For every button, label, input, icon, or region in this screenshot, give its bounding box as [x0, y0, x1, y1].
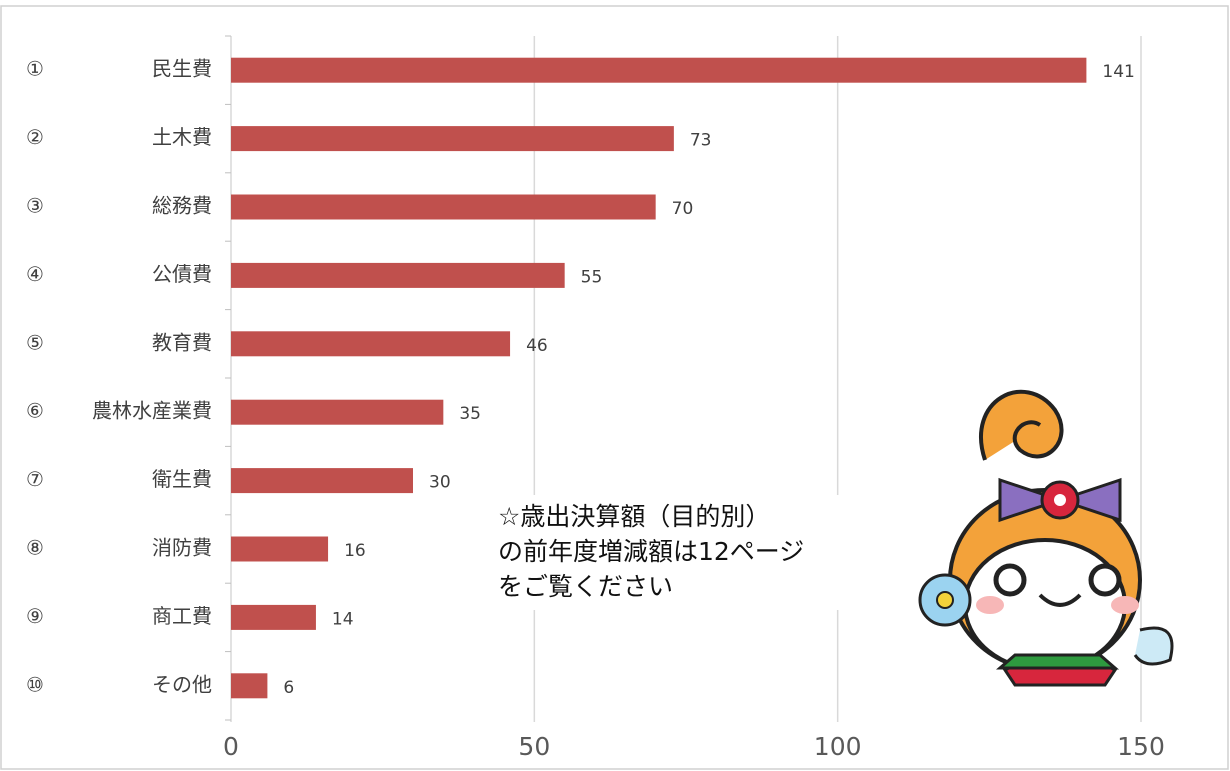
annotation-line: ☆歳出決算額（目的別） — [498, 502, 770, 531]
mascot-eye — [993, 563, 1027, 597]
rank-label: ⑩ — [26, 672, 44, 696]
data-label: 70 — [672, 199, 694, 219]
mascot-mouth — [1038, 593, 1082, 607]
annotation-line: をご覧ください — [498, 572, 673, 601]
y-tick-label: 商工費 — [152, 604, 212, 628]
bar — [231, 262, 565, 288]
y-tick-label: 衛生費 — [152, 467, 212, 491]
x-tick-label: 150 — [1117, 732, 1165, 761]
mascot-cheek — [1111, 596, 1139, 614]
y-tick-label: 土木費 — [152, 125, 212, 149]
bar — [231, 604, 316, 630]
data-label: 46 — [526, 336, 548, 356]
mascot-collar — [995, 653, 1120, 670]
y-tick-label: 農林水産業費 — [92, 399, 212, 423]
rank-label: ① — [26, 57, 44, 81]
bar — [231, 126, 674, 152]
data-label: 35 — [459, 404, 481, 424]
mascot-held-flower-center — [936, 591, 954, 609]
y-tick-label: その他 — [152, 672, 212, 696]
mascot-hair-swirl — [979, 389, 1064, 461]
annotation-background — [490, 495, 875, 610]
y-tick-label: 民生費 — [152, 57, 212, 81]
bar — [231, 673, 268, 699]
bar — [231, 399, 444, 425]
y-tick-label: 教育費 — [152, 330, 212, 354]
rank-label: ③ — [26, 194, 44, 218]
data-label: 30 — [429, 473, 451, 493]
rank-label: ⑥ — [26, 399, 44, 423]
mascot — [870, 375, 1174, 695]
mascot-eye — [1088, 563, 1122, 597]
x-tick-label: 0 — [223, 732, 239, 761]
annotation-line: の前年度増減額は12ページ — [498, 537, 804, 566]
mascot-flower-center — [1054, 494, 1066, 506]
mascot-cheek — [976, 596, 1004, 614]
y-tick-label: 公債費 — [152, 262, 212, 286]
rank-label: ② — [26, 125, 44, 149]
bar — [231, 57, 1087, 83]
x-tick-label: 50 — [518, 732, 550, 761]
plot-area: 0 50 100 150 ① 民生費 141 ② 土木費 73 ③ 総務費 70 ④ 公債費 55 ⑤ 教育費 46… — [26, 35, 1165, 761]
rank-label: ⑦ — [26, 467, 44, 491]
data-label: 16 — [344, 541, 366, 561]
bar — [231, 331, 511, 357]
data-label: 6 — [283, 678, 294, 698]
bar — [231, 536, 329, 562]
rank-label: ⑤ — [26, 330, 44, 354]
bar — [231, 194, 656, 220]
data-label: 14 — [332, 609, 354, 629]
data-label: 141 — [1102, 62, 1134, 82]
rank-label: ⑧ — [26, 536, 44, 560]
y-tick-label: 総務費 — [152, 194, 212, 218]
bar — [231, 468, 413, 494]
rank-label: ④ — [26, 262, 44, 286]
y-tick-label: 消防費 — [152, 536, 212, 560]
data-label: 55 — [581, 267, 603, 287]
mascot-wing — [1133, 626, 1174, 666]
rank-label: ⑨ — [26, 604, 44, 628]
data-label: 73 — [690, 131, 712, 151]
x-tick-label: 100 — [814, 732, 862, 761]
